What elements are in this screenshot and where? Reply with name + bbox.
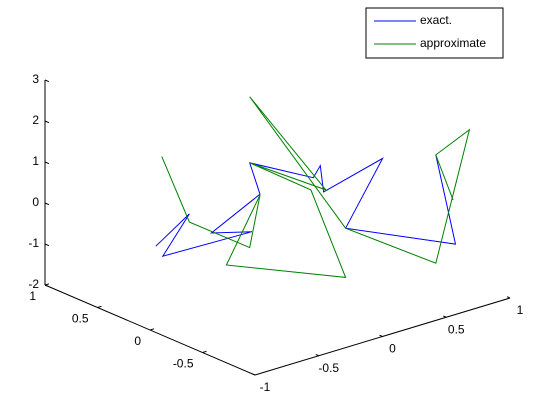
legend-label: approximate [420, 36, 486, 50]
y-tick-label: -0.5 [173, 357, 194, 371]
x-tick [443, 315, 447, 318]
x-tick [506, 296, 511, 299]
z-tick [44, 79, 50, 83]
x-tick [379, 334, 383, 337]
y-tick-label: 1 [29, 289, 36, 303]
y-tick [97, 305, 102, 308]
x-tick-label: -0.5 [318, 361, 339, 375]
x-tick [251, 373, 256, 376]
y-tick [202, 350, 207, 353]
z-tick [44, 284, 50, 288]
data-line [161, 96, 471, 278]
data-line [155, 154, 457, 258]
z-tick-label: 3 [32, 72, 39, 86]
legend-box [365, 7, 504, 59]
y-tick-label: 0.5 [72, 312, 89, 326]
z-tick-label: 1 [32, 154, 39, 168]
z-tick [44, 202, 50, 206]
z-tick-label: -1 [28, 236, 39, 250]
legend-label: exact. [420, 13, 452, 27]
y-tick-label: 0 [134, 334, 141, 348]
y-tick [149, 328, 155, 331]
z-tick [44, 243, 50, 247]
z-tick-label: 2 [32, 113, 39, 127]
z-tick-label: -2 [28, 277, 39, 291]
x-tick-label: 0 [389, 342, 396, 356]
x-tick [315, 353, 319, 357]
z-tick [44, 161, 50, 165]
x-tick-label: 0.5 [448, 322, 465, 336]
x-tick-label: -1 [260, 380, 271, 394]
z-tick [44, 120, 50, 124]
z-tick-label: 0 [32, 195, 39, 209]
x-tick-label: 1 [517, 303, 524, 317]
